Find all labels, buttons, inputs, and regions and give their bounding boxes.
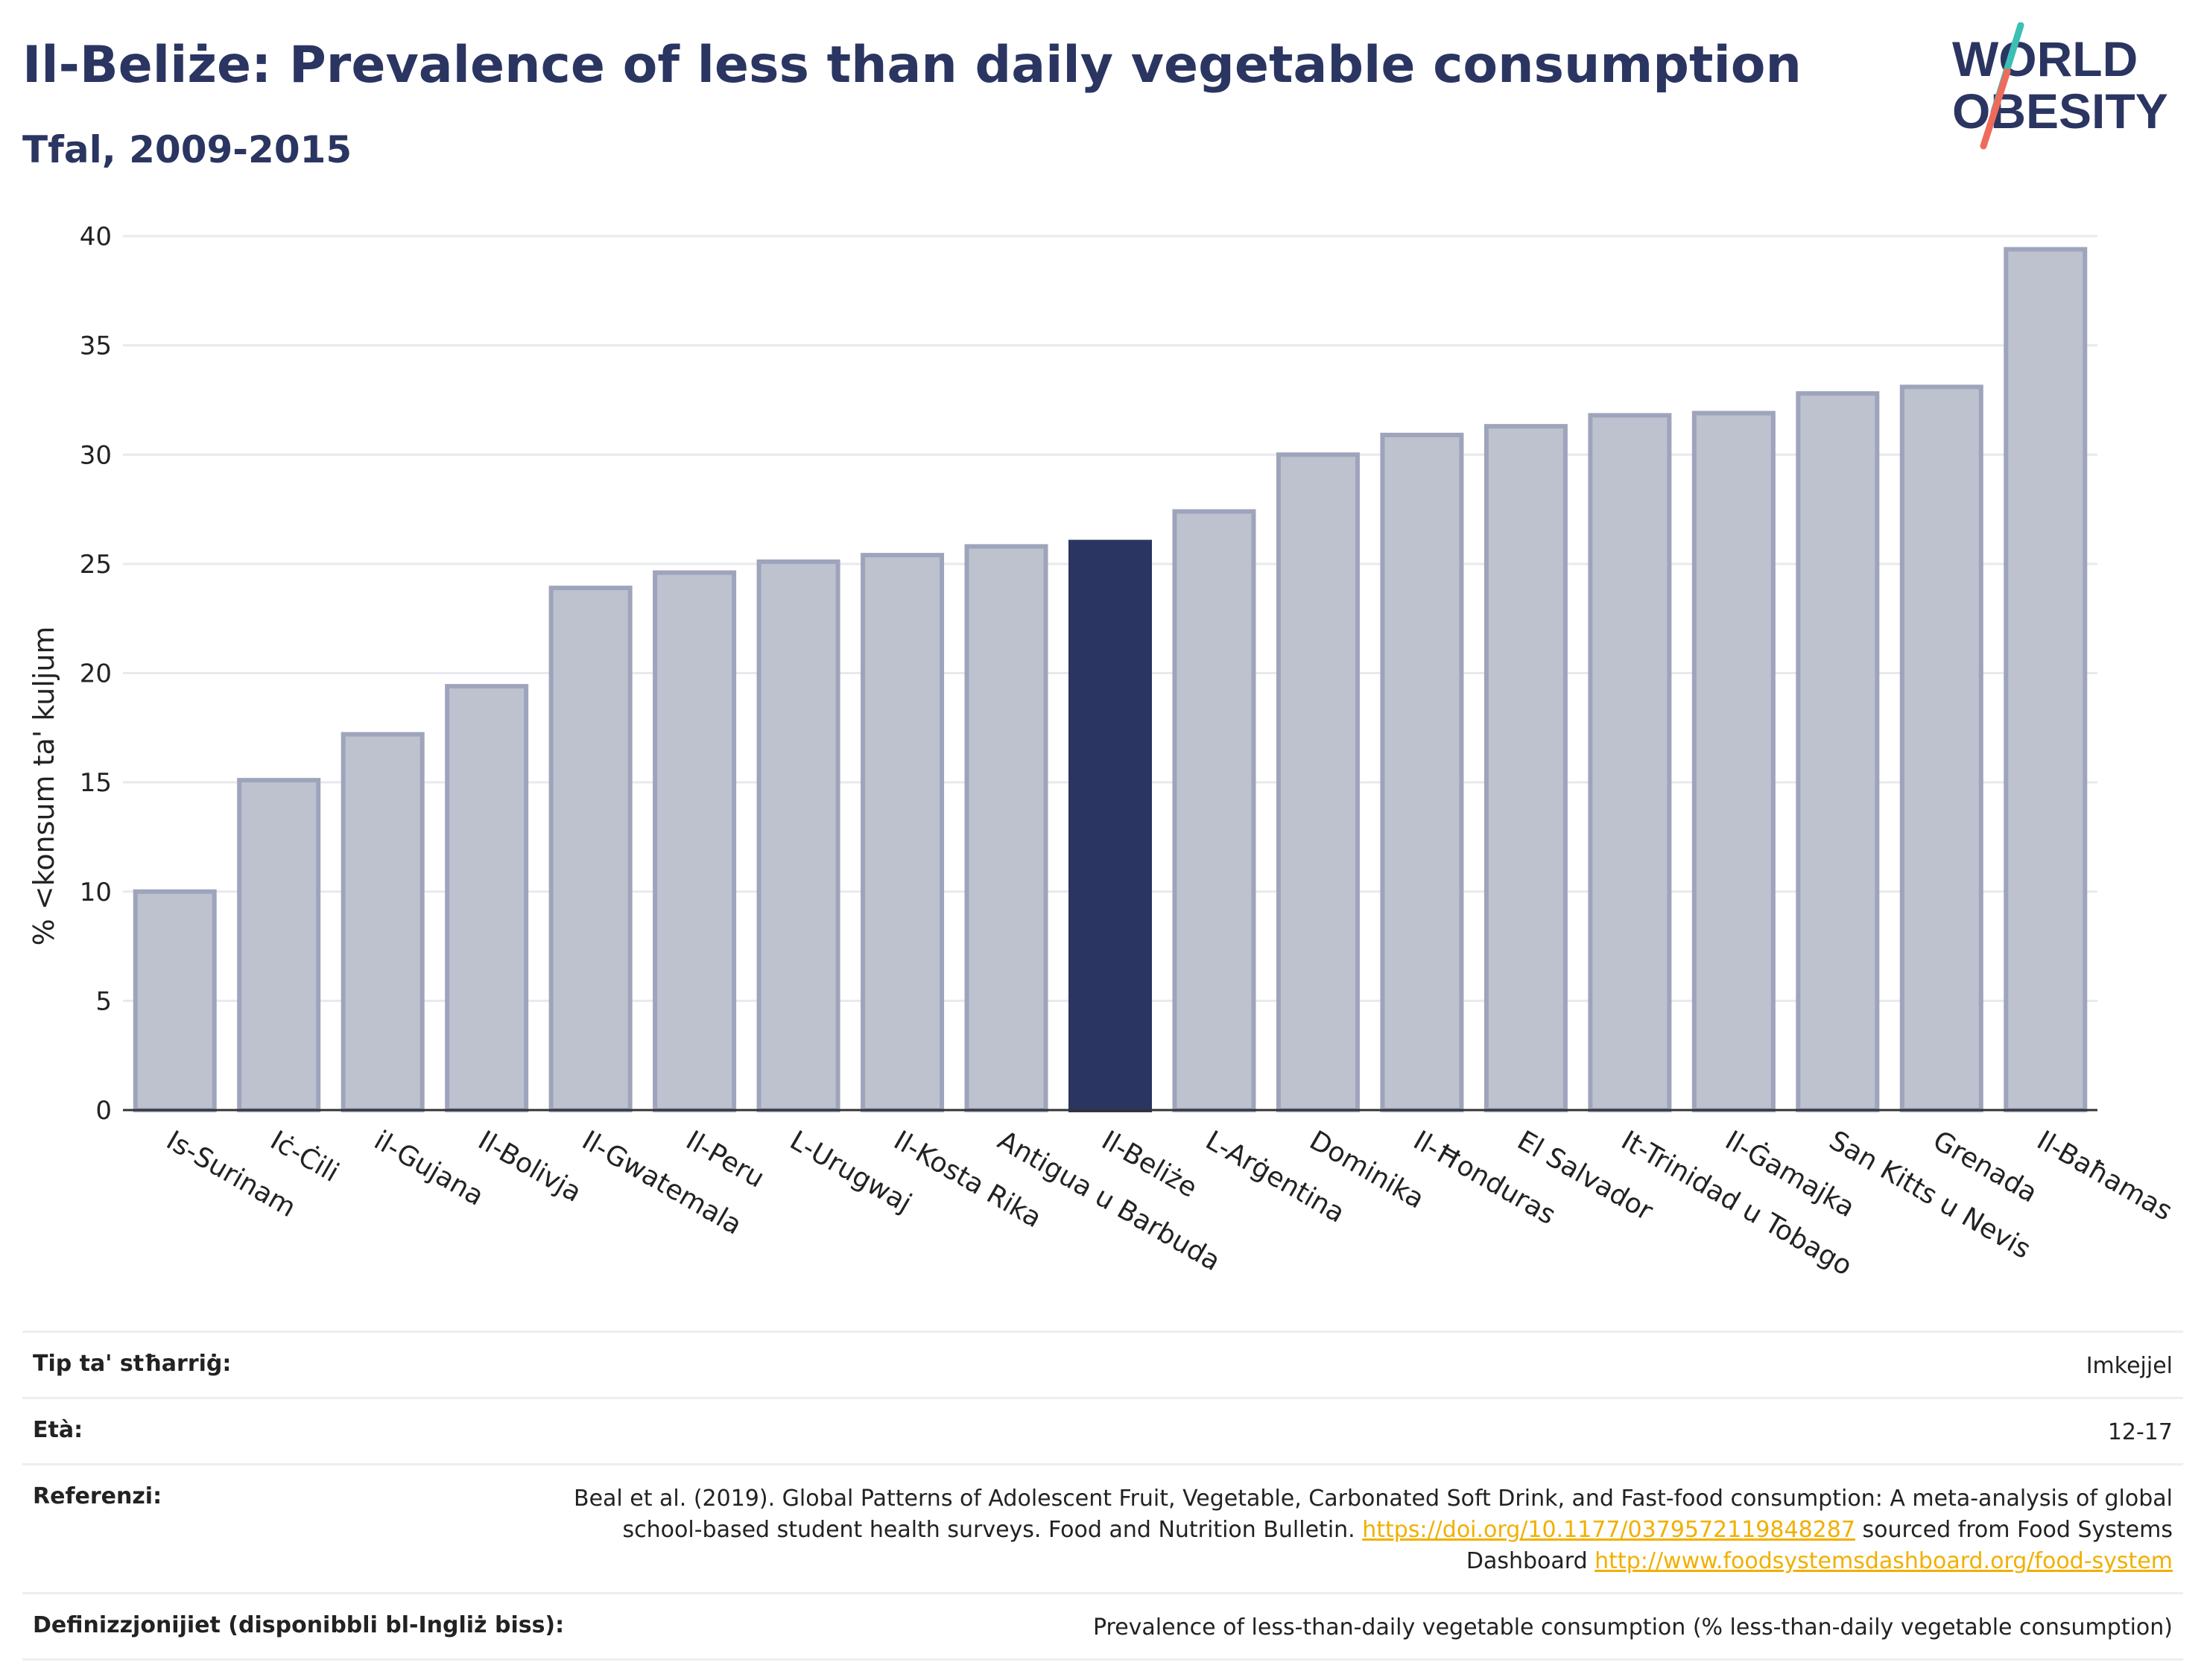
info-row-references: Referenzi: Beal et al. (2019). Global Pa… (22, 1463, 2183, 1592)
info-value-definitions: Prevalence of less-than-daily vegetable … (1092, 1614, 2173, 1641)
info-label-age: Età: (33, 1417, 83, 1443)
bar (1899, 384, 1983, 1112)
bar (653, 570, 737, 1113)
logo-word-obesity: OBESITY (1952, 83, 2168, 139)
bar (445, 684, 529, 1112)
logo-word-world: WORLD (1952, 31, 2138, 86)
bar (1691, 411, 1776, 1113)
bar (341, 732, 425, 1112)
x-tick-label: Il-Bolivja (473, 1125, 587, 1208)
y-tick-label: 5 (95, 986, 112, 1016)
y-tick-label: 40 (80, 222, 112, 252)
logo-slash-coral (1980, 68, 2011, 150)
bar (1796, 391, 1880, 1112)
info-row-survey-type: Tip ta' stħarriġ: Imkejjel (22, 1331, 2183, 1397)
info-value-survey-type: Imkejjel (2086, 1353, 2173, 1379)
bars (133, 247, 2088, 1113)
bar (1483, 424, 1568, 1112)
reference-source-text: sourced from Food Systems Dashboard (1466, 1517, 2173, 1574)
y-tick-label: 15 (80, 768, 112, 798)
bar (2004, 247, 2088, 1113)
info-value-age: 12-17 (2107, 1419, 2173, 1445)
y-tick-label: 10 (80, 878, 112, 907)
bar (1588, 413, 1672, 1112)
info-label-definitions: Definizzjonijiet (disponibbli bl-Ingliż … (33, 1612, 565, 1638)
bar (1172, 509, 1256, 1112)
y-tick-label: 25 (80, 550, 112, 580)
y-axis-ticks: 0 5 10 15 20 25 30 35 40 (80, 222, 112, 1126)
info-table: Tip ta' stħarriġ: Imkejjel Età: 12-17 Re… (22, 1331, 2183, 1661)
reference-doi-link[interactable]: https://doi.org/10.1177/0379572119848287 (1362, 1517, 1855, 1543)
y-tick-label: 35 (80, 332, 112, 361)
bar (964, 544, 1048, 1113)
world-obesity-logo: WORLD OBESITY (1952, 22, 2168, 150)
bar (133, 889, 217, 1112)
page-subtitle: Tfal, 2009-2015 (22, 128, 352, 171)
bar-highlighted (1068, 539, 1152, 1112)
bar (1276, 452, 1360, 1112)
info-label-survey-type: Tip ta' stħarriġ: (33, 1351, 232, 1377)
info-value-references: Beal et al. (2019). Global Patterns of A… (571, 1483, 2173, 1577)
bar (1380, 432, 1464, 1113)
y-tick-label: 30 (80, 440, 112, 470)
x-tick-label: Il-Baħamas (2032, 1125, 2177, 1227)
y-tick-label: 0 (95, 1096, 112, 1126)
info-row-definitions: Definizzjonijiet (disponibbli bl-Ingliż … (22, 1592, 2183, 1661)
bar (548, 586, 633, 1112)
reference-dashboard-link[interactable]: http://www.foodsystemsdashboard.org/food… (1595, 1548, 2173, 1574)
x-tick-label: il-Gujana (369, 1125, 489, 1211)
x-tick-label: Iċ-Ċili (265, 1124, 344, 1188)
bar (237, 778, 321, 1112)
reference-text: Beal et al. (2019). Global Patterns of A… (573, 1486, 2173, 1543)
y-tick-label: 20 (80, 659, 112, 689)
bar (861, 553, 945, 1112)
info-row-age: Età: 12-17 (22, 1397, 2183, 1463)
bar (756, 559, 840, 1112)
info-label-references: Referenzi: (33, 1483, 162, 1509)
y-axis-label: % <konsum ta' kuljum (28, 627, 60, 946)
page-title: Il-Beliże: Prevalence of less than daily… (22, 36, 1802, 95)
